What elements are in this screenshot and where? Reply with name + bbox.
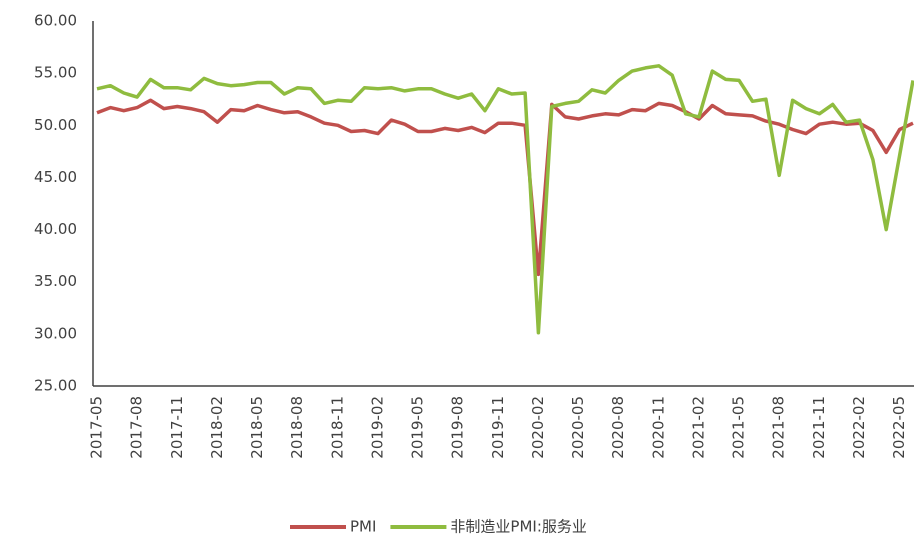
x-tick-label: 2019-05	[409, 396, 427, 459]
legend-label: 非制造业PMI:服务业	[450, 518, 586, 536]
y-tick-label: 30.00	[34, 324, 77, 342]
legend: PMI 非制造业PMI:服务业	[290, 518, 587, 536]
x-tick-label: 2020-05	[569, 396, 587, 459]
x-tick-label: 2018-05	[248, 396, 266, 459]
x-tick-label: 2021-11	[810, 396, 828, 459]
x-tick-label: 2019-02	[368, 396, 386, 459]
y-tick-label: 25.00	[34, 377, 77, 395]
x-tick-label: 2021-02	[689, 396, 707, 459]
legend-label: PMI	[350, 518, 376, 536]
y-tick-label: 45.00	[34, 168, 77, 186]
x-tick-label: 2017-08	[128, 396, 146, 459]
y-tick-label: 60.00	[34, 12, 77, 30]
x-tick-label: 2020-08	[609, 396, 627, 459]
x-tick-label: 2017-11	[168, 396, 186, 459]
x-tick-label: 2018-02	[208, 396, 226, 459]
y-tick-label: 50.00	[34, 116, 77, 134]
x-tick-label: 2022-05	[890, 396, 908, 459]
y-tick-label: 40.00	[34, 220, 77, 238]
x-tick-label: 2019-11	[489, 396, 507, 459]
series-line	[96, 98, 914, 277]
x-tick-label: 2019-08	[449, 396, 467, 459]
x-tick-label: 2018-08	[288, 396, 306, 459]
x-tick-label: 2020-11	[649, 396, 667, 459]
x-tick-label: 2022-02	[850, 396, 868, 459]
series-line	[96, 64, 914, 335]
x-tick-label: 2018-11	[328, 396, 346, 459]
x-tick-label: 2017-05	[88, 396, 106, 459]
x-tick-label: 2021-08	[770, 396, 788, 459]
y-tick-label: 55.00	[34, 64, 77, 82]
x-tick-label: 2020-02	[529, 396, 547, 459]
y-tick-label: 35.00	[34, 272, 77, 290]
x-tick-label: 2021-05	[730, 396, 748, 459]
